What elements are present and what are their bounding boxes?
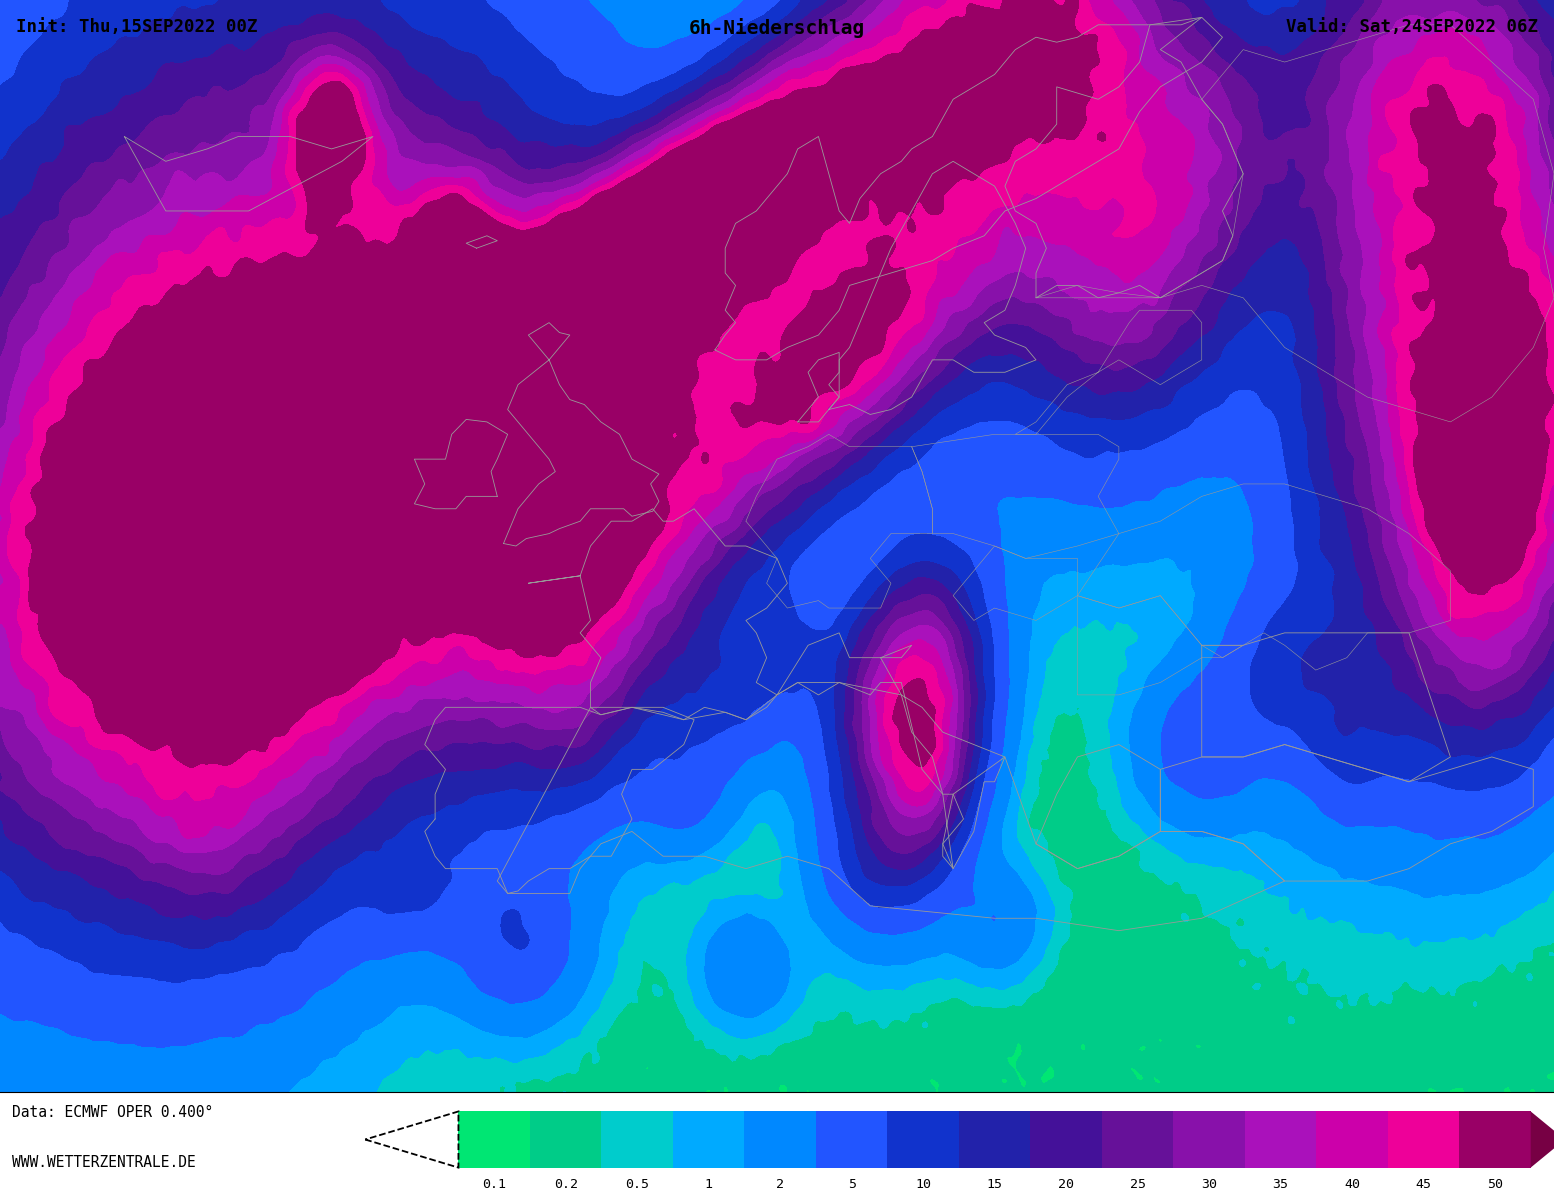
- Text: 30: 30: [1201, 1178, 1217, 1192]
- Bar: [1102, 1111, 1173, 1168]
- Bar: [816, 1111, 887, 1168]
- Text: 45: 45: [1416, 1178, 1431, 1192]
- Text: Init: Thu,15SEP2022 00Z: Init: Thu,15SEP2022 00Z: [16, 18, 256, 36]
- Text: 20: 20: [1058, 1178, 1074, 1192]
- Bar: [959, 1111, 1030, 1168]
- Bar: [887, 1111, 959, 1168]
- Text: 25: 25: [1130, 1178, 1145, 1192]
- Text: 0.5: 0.5: [625, 1178, 650, 1192]
- Text: WWW.WETTERZENTRALE.DE: WWW.WETTERZENTRALE.DE: [12, 1154, 196, 1170]
- Text: 40: 40: [1344, 1178, 1360, 1192]
- Text: 0.2: 0.2: [553, 1178, 578, 1192]
- Text: 35: 35: [1273, 1178, 1288, 1192]
- Bar: [1316, 1111, 1388, 1168]
- Text: 5: 5: [847, 1178, 856, 1192]
- Bar: [673, 1111, 744, 1168]
- Text: 0.1: 0.1: [482, 1178, 507, 1192]
- Bar: [1173, 1111, 1245, 1168]
- Bar: [1459, 1111, 1531, 1168]
- Text: 15: 15: [987, 1178, 1002, 1192]
- Text: Data: ECMWF OPER 0.400°: Data: ECMWF OPER 0.400°: [12, 1105, 214, 1120]
- Text: 10: 10: [915, 1178, 931, 1192]
- Bar: [1030, 1111, 1102, 1168]
- Text: 1: 1: [704, 1178, 713, 1192]
- Bar: [458, 1111, 530, 1168]
- FancyArrow shape: [1531, 1111, 1554, 1168]
- Bar: [601, 1111, 673, 1168]
- Bar: [744, 1111, 816, 1168]
- Bar: [530, 1111, 601, 1168]
- Text: 2: 2: [775, 1178, 785, 1192]
- Bar: [1245, 1111, 1316, 1168]
- Bar: [1388, 1111, 1459, 1168]
- Text: Valid: Sat,24SEP2022 06Z: Valid: Sat,24SEP2022 06Z: [1287, 18, 1538, 36]
- Text: 6h-Niederschlag: 6h-Niederschlag: [688, 18, 866, 38]
- Text: 50: 50: [1487, 1178, 1503, 1192]
